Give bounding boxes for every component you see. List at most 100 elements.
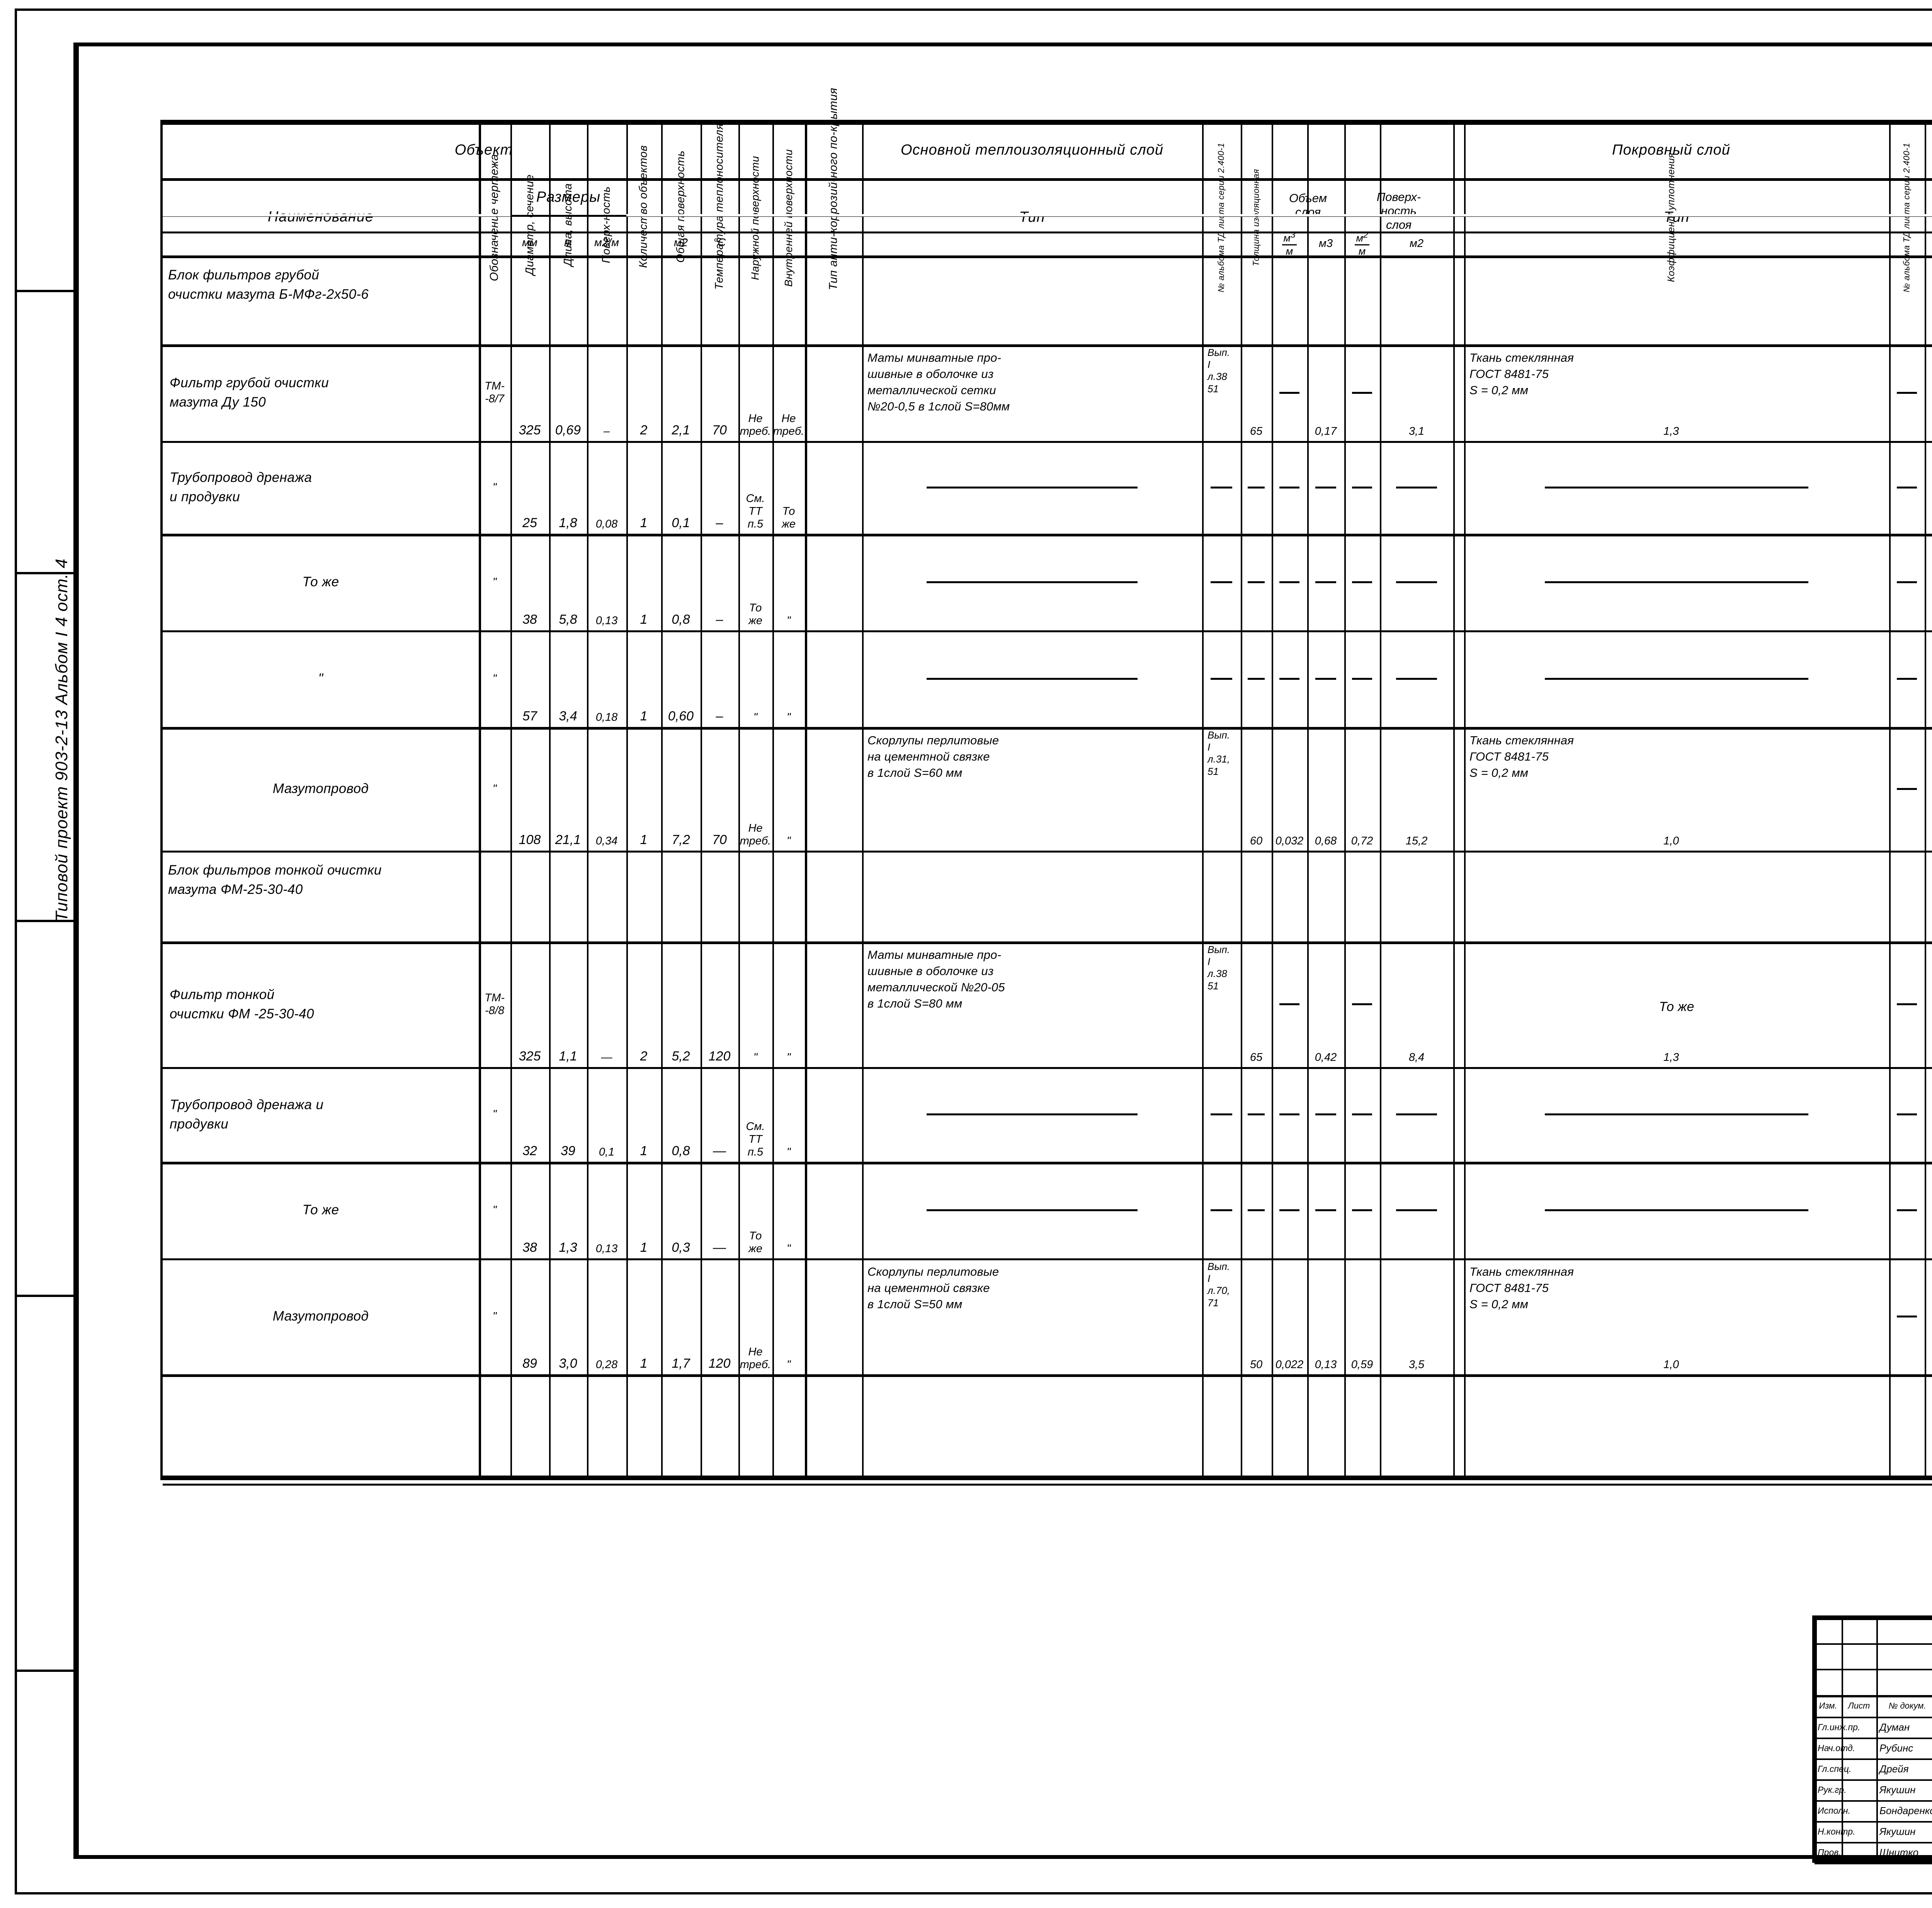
cell-diameter: 38 xyxy=(522,612,537,627)
cell-qty: 1 xyxy=(640,1240,648,1255)
cell-name: " xyxy=(318,671,323,686)
cell-main-thk xyxy=(1241,441,1272,534)
table-rule xyxy=(626,122,628,1478)
table-rule xyxy=(661,122,663,1478)
group-header-object: Объект xyxy=(454,142,513,158)
column-header-qty-unit xyxy=(626,231,661,254)
cell-vol-per-m xyxy=(1272,941,1307,1067)
column-header-temperature: Температура теплоносителя xyxy=(713,123,726,290)
cell-name xyxy=(163,1374,479,1484)
cell-qty xyxy=(626,851,661,941)
column-header-total-surface: Общая поверхность xyxy=(674,150,687,263)
cell-compaction: 1,0 xyxy=(1663,835,1679,847)
cell-inner-surf xyxy=(772,255,805,344)
cell-diameter: 38 xyxy=(522,1240,537,1255)
cell-vol-per-m xyxy=(1272,1162,1307,1258)
role-label: Пров. xyxy=(1818,1847,1841,1857)
cell-cov-type xyxy=(1464,441,1889,534)
table-rule xyxy=(163,1067,1932,1069)
cell-main-thk: 60 xyxy=(1250,835,1263,847)
cell-main-ref xyxy=(1202,630,1241,727)
column-header-vol-per-m-unit: м3 м xyxy=(1272,231,1307,255)
cell-temperature: – xyxy=(716,709,723,723)
column-header-qty: Количество объектов xyxy=(637,145,650,268)
cell-main-thk xyxy=(1241,255,1272,344)
table-rule xyxy=(1889,122,1891,1478)
cell-name: Блок фильтров тонкой очистки мазута ФМ-25… xyxy=(168,863,382,897)
table-rule xyxy=(1241,122,1242,1478)
column-header-drawing-mark: Обозначение чертежа xyxy=(488,153,501,281)
cell-total-surface: 0,8 xyxy=(672,612,690,627)
cell-main-thk: 50 xyxy=(1250,1358,1263,1371)
table-rule xyxy=(1344,122,1346,1478)
cell-outer-surf: " xyxy=(753,1051,758,1064)
cell-compaction: 1,3 xyxy=(1663,1051,1679,1064)
cell-cov-ref xyxy=(1889,534,1925,630)
column-header-diameter: Диаметр, сечение xyxy=(523,174,536,275)
cell-outer-surf: Не треб. xyxy=(740,1346,771,1371)
cell-surf-per-m xyxy=(1344,1067,1380,1162)
role-person: Рубинс xyxy=(1879,1742,1913,1754)
cell-outer-surf: См. ТТ п.5 xyxy=(746,492,765,530)
cell-inner-surf xyxy=(772,851,805,941)
role-label: Рук.гр. xyxy=(1818,1784,1847,1795)
cell-cov-type xyxy=(1464,1162,1889,1258)
cell-drawing-mark: " xyxy=(492,782,497,795)
cell-cov-type: Ткань стеклянная ГОСТ 8481-75 S = 0,2 мм xyxy=(1469,1265,1574,1311)
cell-surface-per-m xyxy=(587,851,626,941)
cell-name: Фильтр тонкой очистки ФМ -25-30-40 xyxy=(170,987,314,1021)
cell-vol-total xyxy=(1307,255,1344,344)
role-label: Гл.спец. xyxy=(1818,1763,1852,1774)
cell-inner-surf: " xyxy=(786,1051,791,1064)
cell-surf-total xyxy=(1380,441,1453,534)
table-rule xyxy=(163,630,1932,632)
cell-vol-per-m xyxy=(1272,630,1307,727)
table-rule xyxy=(163,1162,1932,1164)
cell-vol-per-m: 0,022 xyxy=(1275,1358,1304,1371)
cell-surf-per-m xyxy=(1344,1162,1380,1258)
column-header-surf-total-unit: м2 xyxy=(1409,237,1423,250)
cell-length: 5,8 xyxy=(559,612,577,627)
cell-compaction: 1,3 xyxy=(1663,425,1679,437)
cell-total-surface: 0,1 xyxy=(672,516,690,530)
titleblock-rule xyxy=(1842,1618,1843,1695)
cell-cov-type: Ткань стеклянная ГОСТ 8481-75 S = 0,2 мм xyxy=(1469,351,1574,397)
cell-temperature: 70 xyxy=(712,832,727,847)
cell-total-surface: 0,3 xyxy=(672,1240,690,1255)
cell-surface-per-m: 0,08 xyxy=(595,518,618,530)
cell-main-thk xyxy=(1241,1067,1272,1162)
cell-total-surface: 2,1 xyxy=(672,423,690,437)
cell-surf-per-m xyxy=(1344,255,1380,344)
cell-drawing-mark: " xyxy=(492,575,497,588)
table-rule xyxy=(163,851,1932,853)
cell-total-surface: 0,60 xyxy=(668,709,694,723)
cell-total-surface xyxy=(661,255,701,344)
cell-vol-total xyxy=(1307,851,1344,941)
table-rule xyxy=(587,122,588,1478)
table-rule xyxy=(163,941,1932,944)
cell-main-ref xyxy=(1202,1162,1241,1258)
cell-surf-total xyxy=(1380,1162,1453,1258)
table-rule xyxy=(701,122,702,1478)
cell-vol-total xyxy=(1307,1067,1344,1162)
cell-length: 1,3 xyxy=(559,1240,577,1255)
cell-surf-per-m xyxy=(1344,344,1380,441)
table-rule xyxy=(163,122,1932,125)
cell-outer-surf: См. ТТ п.5 xyxy=(746,1120,765,1158)
cell-drawing-mark: ТМ- -8/8 xyxy=(485,991,505,1017)
cell-main-type: Маты минватные про-шивные в оболочке из м… xyxy=(867,948,1005,1011)
cell-name: Мазутопровод xyxy=(272,1309,369,1324)
table-rule xyxy=(163,1476,1932,1478)
cell-temperature: — xyxy=(713,1144,726,1158)
cell-length: 3,0 xyxy=(559,1356,577,1371)
margin-tick xyxy=(15,920,73,922)
cell-surface-per-m: 0,13 xyxy=(595,1242,618,1255)
revision-header: № докум. xyxy=(1888,1701,1926,1711)
cell-main-ref xyxy=(1202,441,1241,534)
cell-main-type xyxy=(862,441,1202,534)
table-rule xyxy=(1464,122,1466,1478)
cell-length: 39 xyxy=(561,1144,575,1158)
